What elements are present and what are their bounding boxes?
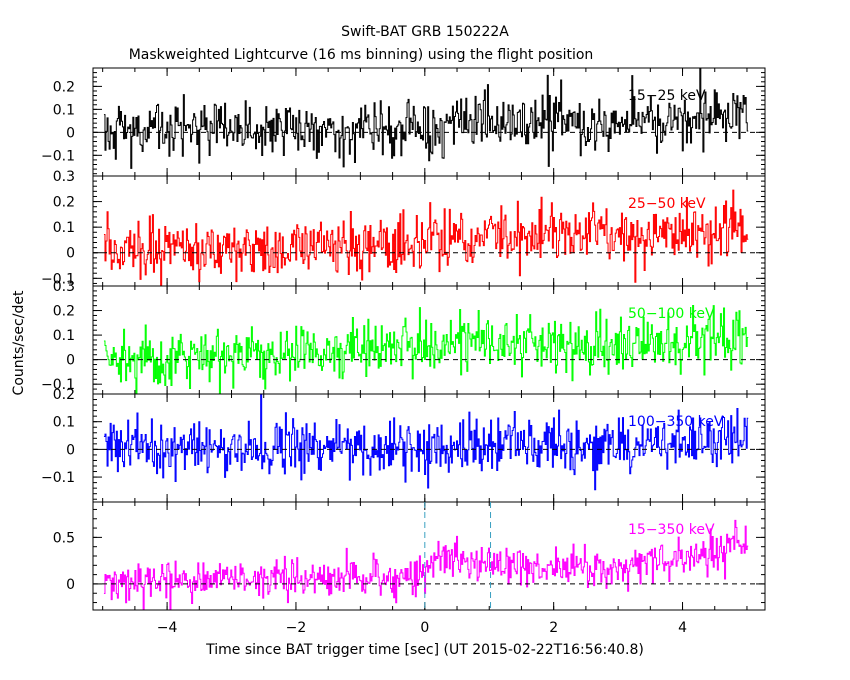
series-line-0 [103, 68, 749, 169]
y-tick-label-1-2: 0.1 [53, 220, 75, 236]
panel-3: −0.1 0 0.1 0.2 100−350 keV [41, 387, 766, 503]
y-tick-label-4-0: 0 [66, 577, 75, 593]
band-label-4: 15−350 keV [628, 522, 715, 538]
x-axis-label: Time since BAT trigger time [sec] (UT 20… [205, 642, 644, 658]
chart-subtitle: Maskweighted Lightcurve (16 ms binning) … [129, 47, 594, 63]
y-tick-label-1-0: −0.1 [41, 271, 75, 287]
y-tick-label-2-2: 0.1 [53, 328, 75, 344]
y-tick-label-3-2: 0.1 [53, 415, 75, 431]
y-tick-label-2-0: −0.1 [41, 377, 75, 393]
panel-1: −0.1 0 0.1 0.2 0.3 25−50 keV [41, 169, 766, 287]
y-tick-label-0-2: 0.1 [53, 102, 75, 118]
y-tick-label-2-3: 0.2 [53, 304, 75, 320]
y-tick-label-2-4: 0.3 [53, 279, 75, 295]
y-tick-label-1-1: 0 [66, 246, 75, 262]
series-line-4 [103, 519, 749, 610]
y-tick-label-0-0: −0.1 [41, 148, 75, 164]
y-tick-label-2-1: 0 [66, 353, 75, 369]
x-tick-label-2: 0 [420, 620, 429, 636]
panel-0: −0.1 0 0.1 0.2 15−25 keV [41, 67, 766, 177]
series-line-2 [103, 304, 749, 394]
y-tick-label-1-4: 0.3 [53, 169, 75, 185]
panel-frame-2 [92, 285, 766, 395]
band-label-0: 15−25 keV [628, 88, 706, 104]
panel-4: 0 0.5 15−350 keV [53, 501, 766, 611]
y-tick-label-3-0: −0.1 [41, 470, 75, 486]
y-tick-label-3-1: 0 [66, 442, 75, 458]
y-tick-label-3-3: 0.2 [53, 387, 75, 403]
y-axis-label: Counts/sec/det [11, 290, 27, 395]
x-tick-label-3: 2 [549, 620, 558, 636]
x-tick-label-1: −2 [286, 620, 307, 636]
y-tick-label-4-1: 0.5 [53, 530, 75, 546]
y-tick-label-0-3: 0.2 [53, 79, 75, 95]
y-tick-label-0-1: 0 [66, 125, 75, 141]
series-line-3 [103, 394, 749, 491]
chart-title: Swift-BAT GRB 150222A [341, 24, 509, 40]
y-tick-label-1-3: 0.2 [53, 195, 75, 211]
panels-group: −0.1 0 0.1 0.2 15−25 keV −0.1 0 0.1 0.2 0.3 25−50 … [41, 67, 766, 636]
panel-2: −0.1 0 0.1 0.2 0.3 50−100 keV [41, 279, 766, 395]
band-label-2: 50−100 keV [628, 306, 715, 322]
band-label-3: 100−350 keV [628, 414, 724, 430]
x-tick-label-0: −4 [157, 620, 178, 636]
x-tick-label-4: 4 [678, 620, 687, 636]
band-label-1: 25−50 keV [628, 196, 706, 212]
panel-frame-4 [92, 501, 766, 611]
